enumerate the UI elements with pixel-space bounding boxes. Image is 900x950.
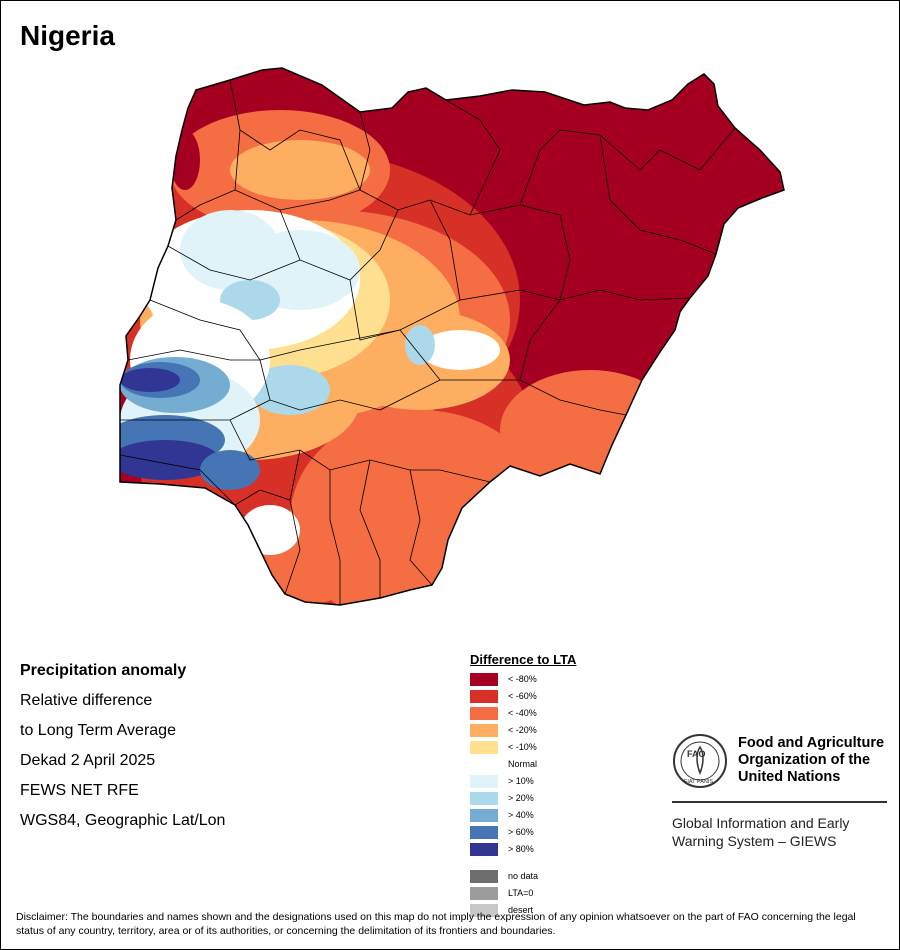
- legend-swatch: [470, 673, 498, 686]
- legend-swatch: [470, 887, 498, 900]
- org-name-line: United Nations: [738, 769, 841, 785]
- legend-swatch: [470, 826, 498, 839]
- country-border: [119, 67, 785, 606]
- legend-item: > 80%: [470, 841, 576, 858]
- map-title: Nigeria: [20, 20, 115, 51]
- legend-label: no data: [508, 871, 539, 881]
- legend-item: desert: [470, 902, 576, 919]
- legend-label: < -10%: [508, 742, 537, 752]
- info-line: Dekad 2 April 2025: [20, 752, 156, 769]
- legend-item: no data: [470, 868, 576, 885]
- state-boundaries: [119, 79, 736, 605]
- legend-item: > 10%: [470, 773, 576, 790]
- org-name-line: Organization of the: [738, 752, 871, 768]
- legend: Difference to LTA < -80% < -60% < -40% < -2…: [470, 652, 576, 919]
- logo-motto: FIAT PANIS: [684, 779, 713, 785]
- legend-swatch: [470, 843, 498, 856]
- legend-label: < -60%: [508, 691, 537, 701]
- legend-title: Difference to LTA: [470, 652, 577, 667]
- precipitation-anomaly-map: [119, 67, 785, 606]
- legend-item: < -20%: [470, 722, 576, 739]
- logo-text: FAO: [687, 749, 706, 759]
- info-line: FEWS NET RFE: [20, 782, 139, 799]
- divider: [672, 801, 887, 803]
- legend-swatch: [470, 690, 498, 703]
- legend-item: < -10%: [470, 739, 576, 756]
- legend-item: < -40%: [470, 705, 576, 722]
- legend-swatch: [470, 809, 498, 822]
- legend-swatch: [470, 724, 498, 737]
- fao-logo-icon: FAO FIAT PANIS: [673, 734, 727, 788]
- legend-label: desert: [508, 905, 534, 915]
- legend-item: > 60%: [470, 824, 576, 841]
- info-line: WGS84, Geographic Lat/Lon: [20, 812, 226, 829]
- legend-item: > 20%: [470, 790, 576, 807]
- legend-item: Normal: [470, 756, 576, 773]
- legend-swatch: [470, 870, 498, 883]
- legend-label: > 20%: [508, 793, 534, 803]
- legend-swatch: [470, 792, 498, 805]
- legend-item: < -80%: [470, 671, 576, 688]
- legend-swatch: [470, 904, 498, 917]
- map-info-panel: Precipitation anomaly Relative differenc…: [20, 656, 225, 836]
- legend-label: > 60%: [508, 827, 534, 837]
- legend-item: LTA=0: [470, 885, 576, 902]
- legend-swatch: [470, 758, 498, 771]
- org-name: Food and Agriculture Organization of the…: [738, 735, 884, 786]
- legend-item: < -60%: [470, 688, 576, 705]
- info-line: Relative difference: [20, 692, 153, 709]
- info-line: to Long Term Average: [20, 722, 176, 739]
- legend-label: > 40%: [508, 810, 534, 820]
- info-heading: Precipitation anomaly: [20, 662, 187, 679]
- legend-label: > 10%: [508, 776, 534, 786]
- legend-swatch: [470, 741, 498, 754]
- legend-label: < -20%: [508, 725, 537, 735]
- legend-item: > 40%: [470, 807, 576, 824]
- org-name-line: Food and Agriculture: [738, 735, 885, 751]
- legend-label: > 80%: [508, 844, 534, 854]
- legend-swatch: [470, 775, 498, 788]
- disclaimer: Disclaimer: The boundaries and names sho…: [16, 911, 856, 937]
- legend-swatch: [470, 707, 498, 720]
- giews-line: Warning System – GIEWS: [672, 833, 837, 849]
- legend-label: LTA=0: [508, 888, 534, 898]
- legend-label: < -40%: [508, 708, 537, 718]
- legend-label: < -80%: [508, 674, 537, 684]
- legend-label: Normal: [508, 759, 538, 769]
- giews-label: Global Information and Early Warning Sys…: [672, 814, 849, 850]
- giews-line: Global Information and Early: [672, 815, 850, 831]
